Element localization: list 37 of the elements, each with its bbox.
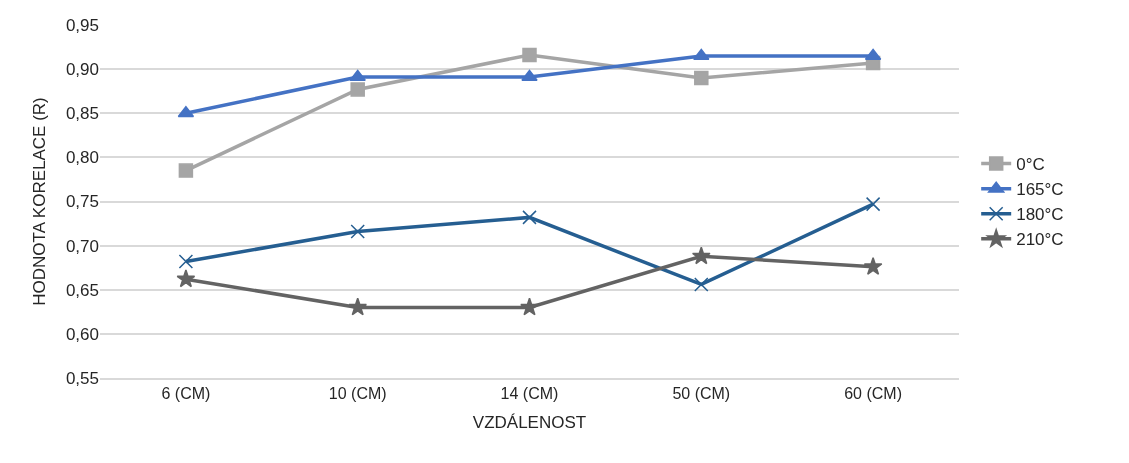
point	[691, 246, 711, 265]
point	[520, 297, 539, 316]
legend-label: 210°C	[1016, 230, 1064, 250]
point	[693, 48, 710, 60]
y-tick-label: 0,85	[65, 104, 99, 124]
point	[350, 224, 365, 239]
point	[178, 163, 194, 178]
point	[349, 69, 366, 82]
point	[522, 210, 537, 225]
point	[522, 47, 537, 63]
y-tick-label: 0,95	[65, 15, 99, 35]
x-tick-label: 60 (CM)	[844, 384, 902, 402]
y-tick-label: 0,60	[65, 324, 99, 344]
x-tick-label: 6 (CM)	[161, 384, 211, 402]
legend-label: 0°C	[1016, 155, 1045, 175]
x-axis-title: VZDÁLENOST	[472, 412, 587, 432]
x-tick-label: 50 (CM)	[672, 384, 731, 402]
point	[694, 277, 709, 292]
legend-label: 165°C	[1016, 180, 1064, 200]
point	[694, 70, 709, 86]
point	[863, 256, 883, 275]
point	[865, 196, 881, 212]
point	[350, 82, 365, 97]
y-tick-label: 0,90	[65, 60, 99, 80]
point	[178, 254, 194, 269]
y-tick-label: 0,65	[65, 280, 99, 300]
y-tick-label: 0,55	[65, 368, 99, 388]
point	[521, 69, 538, 82]
point	[348, 297, 368, 316]
y-tick-label: 0,70	[65, 236, 99, 256]
y-axis-title: HODNOTA KORELACE (R)	[30, 97, 50, 306]
point	[176, 269, 196, 288]
x-tick-label: 10 (CM)	[328, 384, 387, 402]
x-tick-label: 14 (CM)	[500, 384, 559, 402]
legend-label: 180°C	[1016, 205, 1064, 225]
y-tick-label: 0,80	[65, 148, 99, 168]
y-tick-label: 0,75	[65, 192, 99, 212]
